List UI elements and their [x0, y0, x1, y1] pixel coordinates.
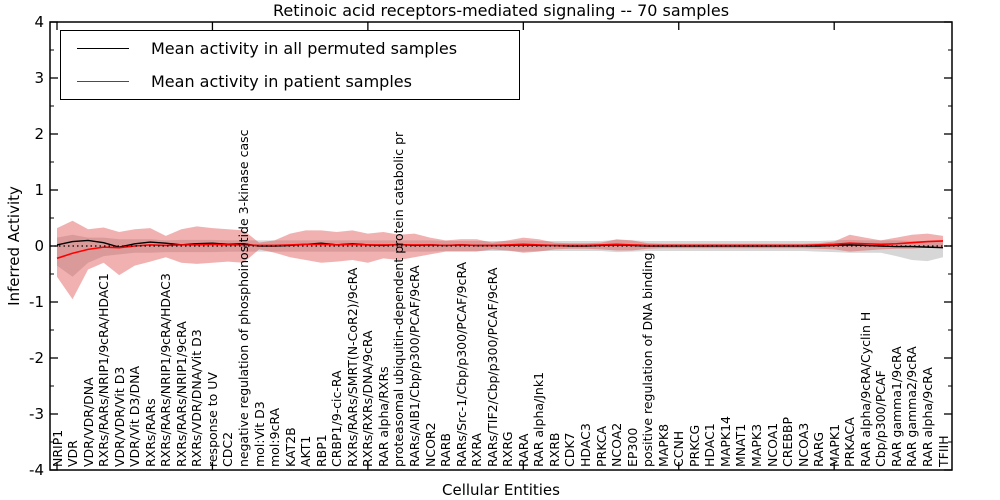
patient-range-band — [57, 220, 943, 300]
y-tick-label: 4 — [34, 13, 44, 31]
patient-line-swatch — [77, 80, 129, 82]
permuted-line-swatch — [77, 48, 129, 50]
chart-title: Retinoic acid receptors-mediated signali… — [272, 1, 730, 20]
patient-mean-line — [56, 240, 944, 260]
legend-label-permuted: Mean activity in all permuted samples — [151, 39, 458, 59]
y-tick-label: 1 — [34, 181, 44, 199]
y-tick-label: -3 — [29, 405, 44, 423]
y-axis-label: Inferred Activity — [5, 186, 23, 306]
y-tick-label: 3 — [34, 69, 44, 87]
y-tick-label: -2 — [29, 349, 44, 367]
y-tick-label: 0 — [34, 237, 44, 255]
legend-entry-patient: Mean activity in patient samples — [61, 66, 519, 96]
x-axis-label: Cellular Entities — [442, 481, 560, 499]
y-tick-label: 2 — [34, 125, 44, 143]
legend-entry-permuted: Mean activity in all permuted samples — [61, 34, 519, 64]
legend: Mean activity in all permuted samples Me… — [60, 30, 520, 100]
legend-label-patient: Mean activity in patient samples — [151, 71, 412, 91]
y-tick-label: -1 — [29, 293, 44, 311]
y-tick-label: -4 — [29, 461, 44, 479]
